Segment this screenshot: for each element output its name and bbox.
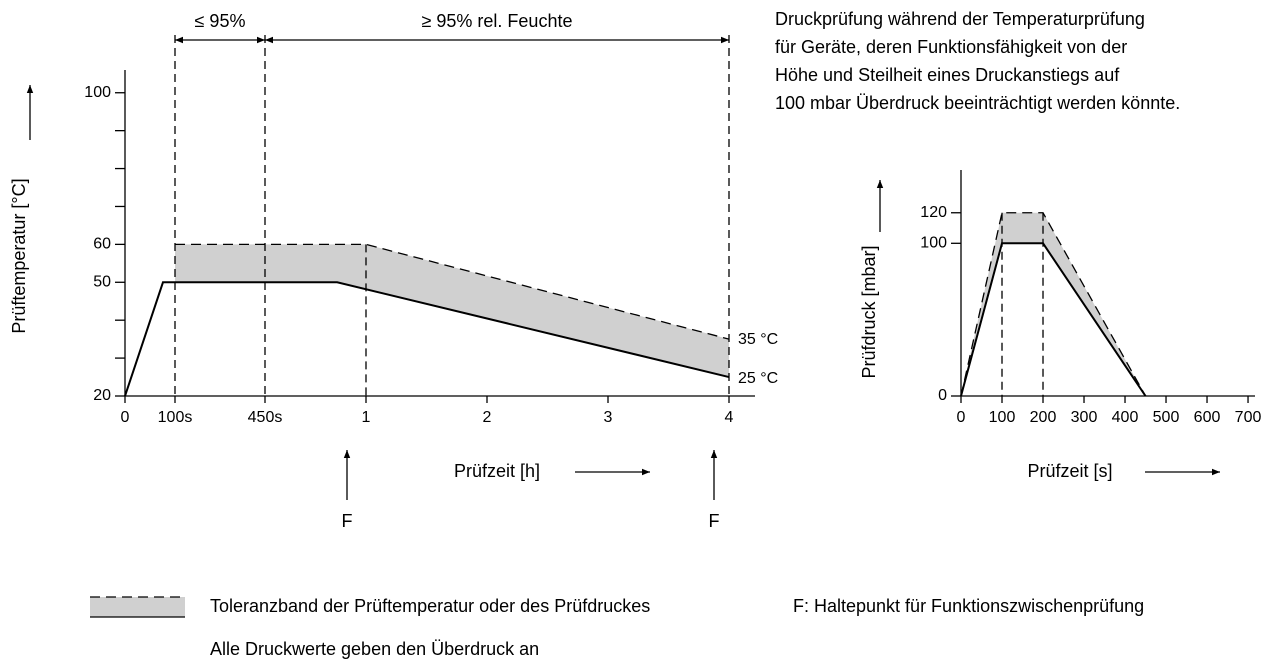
x-tick-label: 1 (362, 409, 371, 426)
legend-text: Alle Druckwerte geben den Überdruck an (210, 639, 539, 659)
note-line: Höhe und Steilheit eines Druckanstiegs a… (775, 65, 1120, 85)
hold-label: F (342, 511, 353, 531)
x-tick-label: 100 (989, 409, 1016, 426)
legend-text: Toleranzband der Prüftemperatur oder des… (210, 596, 650, 616)
lower-tolerance-line (960, 242, 1147, 397)
end-label: 35 °C (738, 331, 778, 348)
note-line: Druckprüfung während der Temperaturprüfu… (775, 9, 1145, 29)
x-tick-label: 200 (1030, 409, 1057, 426)
x-tick-label: 700 (1235, 409, 1262, 426)
tolerance-band (961, 212, 1146, 396)
x-tick-label: 100s (158, 409, 193, 426)
humidity-label: ≤ 95% (195, 11, 246, 31)
y-tick-label: 50 (93, 273, 111, 290)
x-tick-label: 450s (248, 409, 283, 426)
y-tick-label: 20 (93, 387, 111, 404)
x-tick-label: 500 (1153, 409, 1180, 426)
tolerance-band (175, 244, 729, 378)
footnote: F: Haltepunkt für Funktionszwischenprüfu… (793, 596, 1144, 616)
y-axis-label: Prüftemperatur [°C] (9, 178, 29, 333)
upper-tolerance-line (175, 243, 730, 340)
x-tick-label: 400 (1112, 409, 1139, 426)
x-tick-label: 300 (1071, 409, 1098, 426)
y-tick-label: 100 (920, 235, 947, 252)
note-line: 100 mbar Überdruck beeinträchtigt werden… (775, 93, 1180, 113)
end-label: 25 °C (738, 370, 778, 387)
x-tick-label: 0 (121, 409, 130, 426)
x-tick-label: 2 (483, 409, 492, 426)
x-tick-label: 0 (957, 409, 966, 426)
y-axis-label: Prüfdruck [mbar] (859, 245, 879, 378)
x-tick-label: 600 (1194, 409, 1221, 426)
x-tick-label: 3 (604, 409, 613, 426)
y-tick-label: 100 (84, 84, 111, 101)
y-tick-label: 120 (920, 204, 947, 221)
legend-band (90, 597, 185, 617)
x-axis-label: Prüfzeit [s] (1027, 461, 1112, 481)
lower-tolerance-line (124, 281, 730, 397)
hold-label: F (709, 511, 720, 531)
y-tick-label: 60 (93, 236, 111, 253)
x-tick-label: 4 (725, 409, 734, 426)
y-tick-label: 0 (938, 387, 947, 404)
humidity-label: ≥ 95% rel. Feuchte (422, 11, 573, 31)
x-axis-label: Prüfzeit [h] (454, 461, 540, 481)
note-line: für Geräte, deren Funktionsfähigkeit von… (775, 37, 1127, 57)
upper-tolerance-line (960, 212, 1147, 397)
